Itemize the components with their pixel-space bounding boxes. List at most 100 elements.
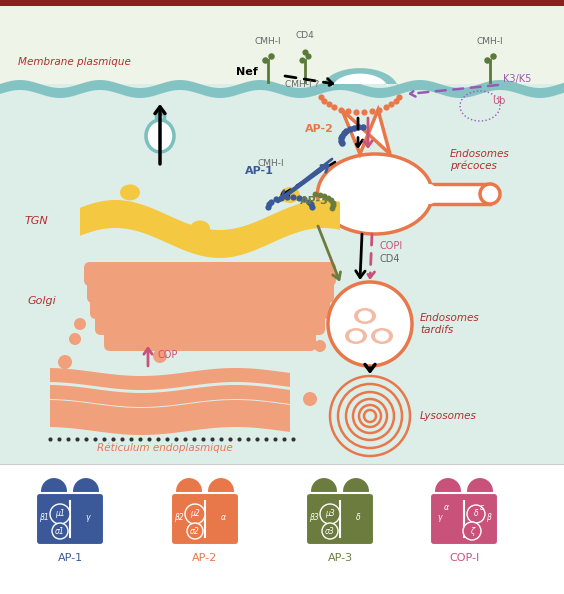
Point: [266, 51, 275, 61]
Point: [271, 434, 280, 444]
Point: [337, 133, 346, 143]
Circle shape: [310, 477, 338, 505]
Text: AP-1: AP-1: [245, 166, 274, 176]
Circle shape: [58, 355, 72, 369]
Text: Nef: Nef: [236, 67, 258, 77]
Point: [337, 105, 346, 115]
Bar: [0, 0, 564, 84]
Text: μ2: μ2: [190, 510, 200, 519]
Point: [217, 434, 226, 444]
Ellipse shape: [345, 328, 367, 344]
Bar: [430, 184, 490, 204]
Circle shape: [50, 504, 70, 524]
Point: [117, 434, 126, 444]
Point: [307, 200, 316, 209]
Polygon shape: [322, 68, 398, 89]
Circle shape: [187, 523, 203, 539]
Point: [81, 434, 90, 444]
Point: [324, 193, 333, 203]
Text: COP: COP: [158, 350, 178, 360]
Point: [73, 434, 82, 444]
FancyBboxPatch shape: [430, 493, 498, 545]
Point: [395, 92, 404, 102]
Point: [337, 131, 346, 140]
Circle shape: [185, 504, 205, 524]
Point: [263, 203, 272, 212]
Ellipse shape: [371, 328, 393, 344]
FancyBboxPatch shape: [104, 327, 316, 351]
Circle shape: [320, 504, 340, 524]
Text: AP-2: AP-2: [305, 124, 334, 134]
Text: μ1: μ1: [55, 510, 65, 519]
Point: [330, 103, 339, 112]
Polygon shape: [332, 74, 388, 89]
Circle shape: [463, 522, 481, 540]
Point: [349, 124, 358, 133]
Text: σ1: σ1: [55, 526, 65, 536]
Point: [90, 434, 99, 444]
FancyBboxPatch shape: [171, 493, 239, 545]
Point: [271, 195, 280, 204]
Text: Ub: Ub: [492, 96, 505, 106]
Circle shape: [342, 477, 370, 505]
Text: Réticulum endoplasmique: Réticulum endoplasmique: [97, 443, 233, 453]
Point: [99, 434, 108, 444]
Point: [46, 434, 55, 444]
Point: [304, 197, 313, 206]
Point: [311, 189, 320, 199]
Point: [289, 192, 298, 202]
Ellipse shape: [354, 308, 376, 324]
Polygon shape: [50, 385, 290, 407]
Point: [265, 200, 274, 209]
Point: [199, 434, 208, 444]
Text: Endosomes
tardifs: Endosomes tardifs: [420, 313, 480, 335]
Point: [180, 434, 190, 444]
Point: [315, 190, 324, 200]
Circle shape: [322, 523, 338, 539]
Text: CMH-I: CMH-I: [477, 37, 503, 46]
Point: [208, 434, 217, 444]
FancyBboxPatch shape: [84, 262, 336, 286]
Text: δ: δ: [356, 513, 360, 522]
Text: K3/K5: K3/K5: [503, 74, 531, 84]
Circle shape: [304, 323, 316, 335]
Point: [126, 434, 135, 444]
Point: [381, 103, 390, 112]
Ellipse shape: [120, 184, 140, 200]
Ellipse shape: [480, 184, 500, 204]
Point: [162, 434, 171, 444]
Point: [327, 195, 336, 205]
Point: [171, 434, 180, 444]
Circle shape: [466, 477, 494, 505]
Circle shape: [69, 333, 81, 345]
Circle shape: [74, 318, 86, 330]
Ellipse shape: [358, 311, 372, 321]
Text: COP-I: COP-I: [449, 553, 479, 563]
Point: [342, 127, 351, 136]
Point: [283, 192, 292, 202]
Text: γ: γ: [86, 513, 90, 522]
Point: [320, 191, 329, 201]
Point: [262, 434, 271, 444]
Point: [135, 434, 144, 444]
Text: CD4: CD4: [296, 31, 314, 40]
Point: [482, 55, 491, 65]
Text: CMH-I ?: CMH-I ?: [285, 80, 319, 89]
Point: [280, 434, 289, 444]
Text: β1: β1: [39, 513, 49, 522]
Circle shape: [328, 282, 412, 366]
Point: [328, 198, 337, 207]
Ellipse shape: [280, 187, 300, 203]
Text: β3: β3: [309, 513, 319, 522]
Polygon shape: [50, 400, 290, 422]
Text: AP-2: AP-2: [192, 553, 218, 563]
Circle shape: [72, 477, 100, 505]
Circle shape: [40, 477, 68, 505]
Point: [367, 106, 376, 116]
Point: [64, 434, 73, 444]
Point: [324, 100, 333, 109]
Point: [289, 434, 298, 444]
Text: σ3: σ3: [325, 526, 335, 536]
Polygon shape: [50, 368, 290, 390]
Point: [190, 434, 199, 444]
